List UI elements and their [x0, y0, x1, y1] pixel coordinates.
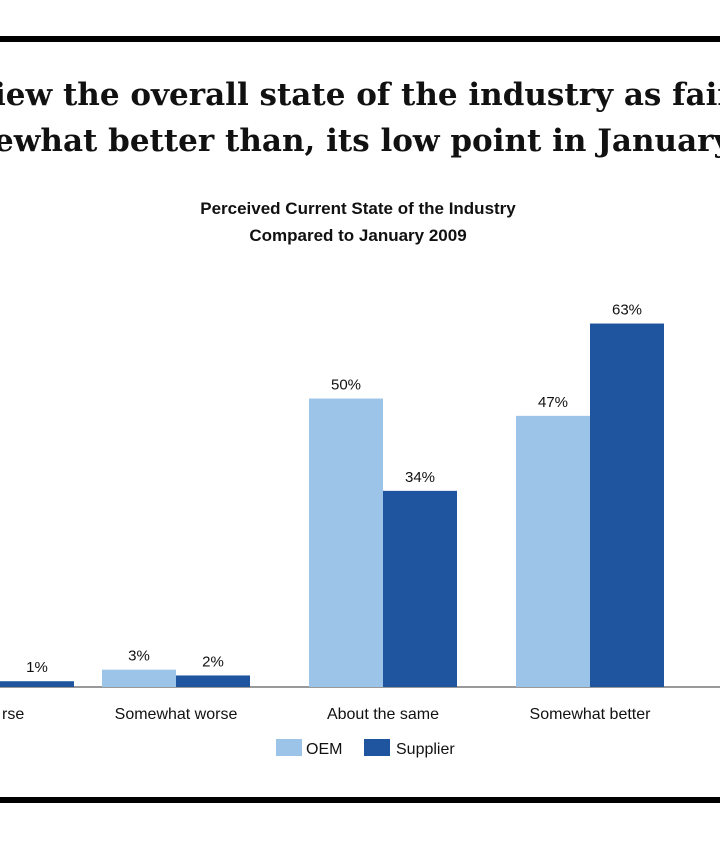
- data-label-oem-2: 50%: [331, 377, 361, 394]
- data-label-supplier-3: 63%: [612, 302, 642, 319]
- chart-subtitle: Compared to January 2009: [249, 226, 466, 245]
- frame-bottom-line: [0, 797, 720, 803]
- bar-oem-1: [102, 669, 176, 687]
- category-label-1: Somewhat worse: [115, 706, 238, 723]
- bar-supplier-3: [590, 323, 664, 687]
- legend-swatch-supplier: [364, 739, 390, 756]
- headline-line-2: ewhat better than, its low point in Janu…: [0, 123, 720, 159]
- category-label-0: rse: [2, 706, 24, 723]
- chart-title: Perceived Current State of the Industry: [200, 199, 516, 218]
- data-label-oem-1: 3%: [128, 648, 150, 665]
- headline: iew the overall state of the industry as…: [0, 72, 720, 164]
- bar-oem-3: [516, 415, 590, 687]
- bar-supplier-2: [383, 490, 457, 687]
- bar-supplier-0: [0, 681, 74, 687]
- headline-line-1: iew the overall state of the industry as…: [0, 77, 720, 113]
- bar-supplier-1: [176, 675, 250, 687]
- bar-oem-2: [309, 398, 383, 687]
- data-label-supplier-2: 34%: [405, 469, 435, 486]
- category-label-2: About the same: [327, 706, 439, 723]
- legend-label-supplier: Supplier: [396, 741, 455, 758]
- data-label-supplier-0: 1%: [26, 659, 48, 676]
- frame-top-line: [0, 36, 720, 42]
- legend-label-oem: OEM: [306, 741, 342, 758]
- data-label-supplier-1: 2%: [202, 653, 224, 670]
- data-label-oem-3: 47%: [538, 394, 568, 411]
- category-label-3: Somewhat better: [530, 706, 652, 723]
- legend-swatch-oem: [276, 739, 302, 756]
- legend: OEM Supplier: [276, 739, 455, 758]
- bars-group: 1% rse 3% 2% Somewhat worse 50% 34% About the s…: [0, 302, 664, 723]
